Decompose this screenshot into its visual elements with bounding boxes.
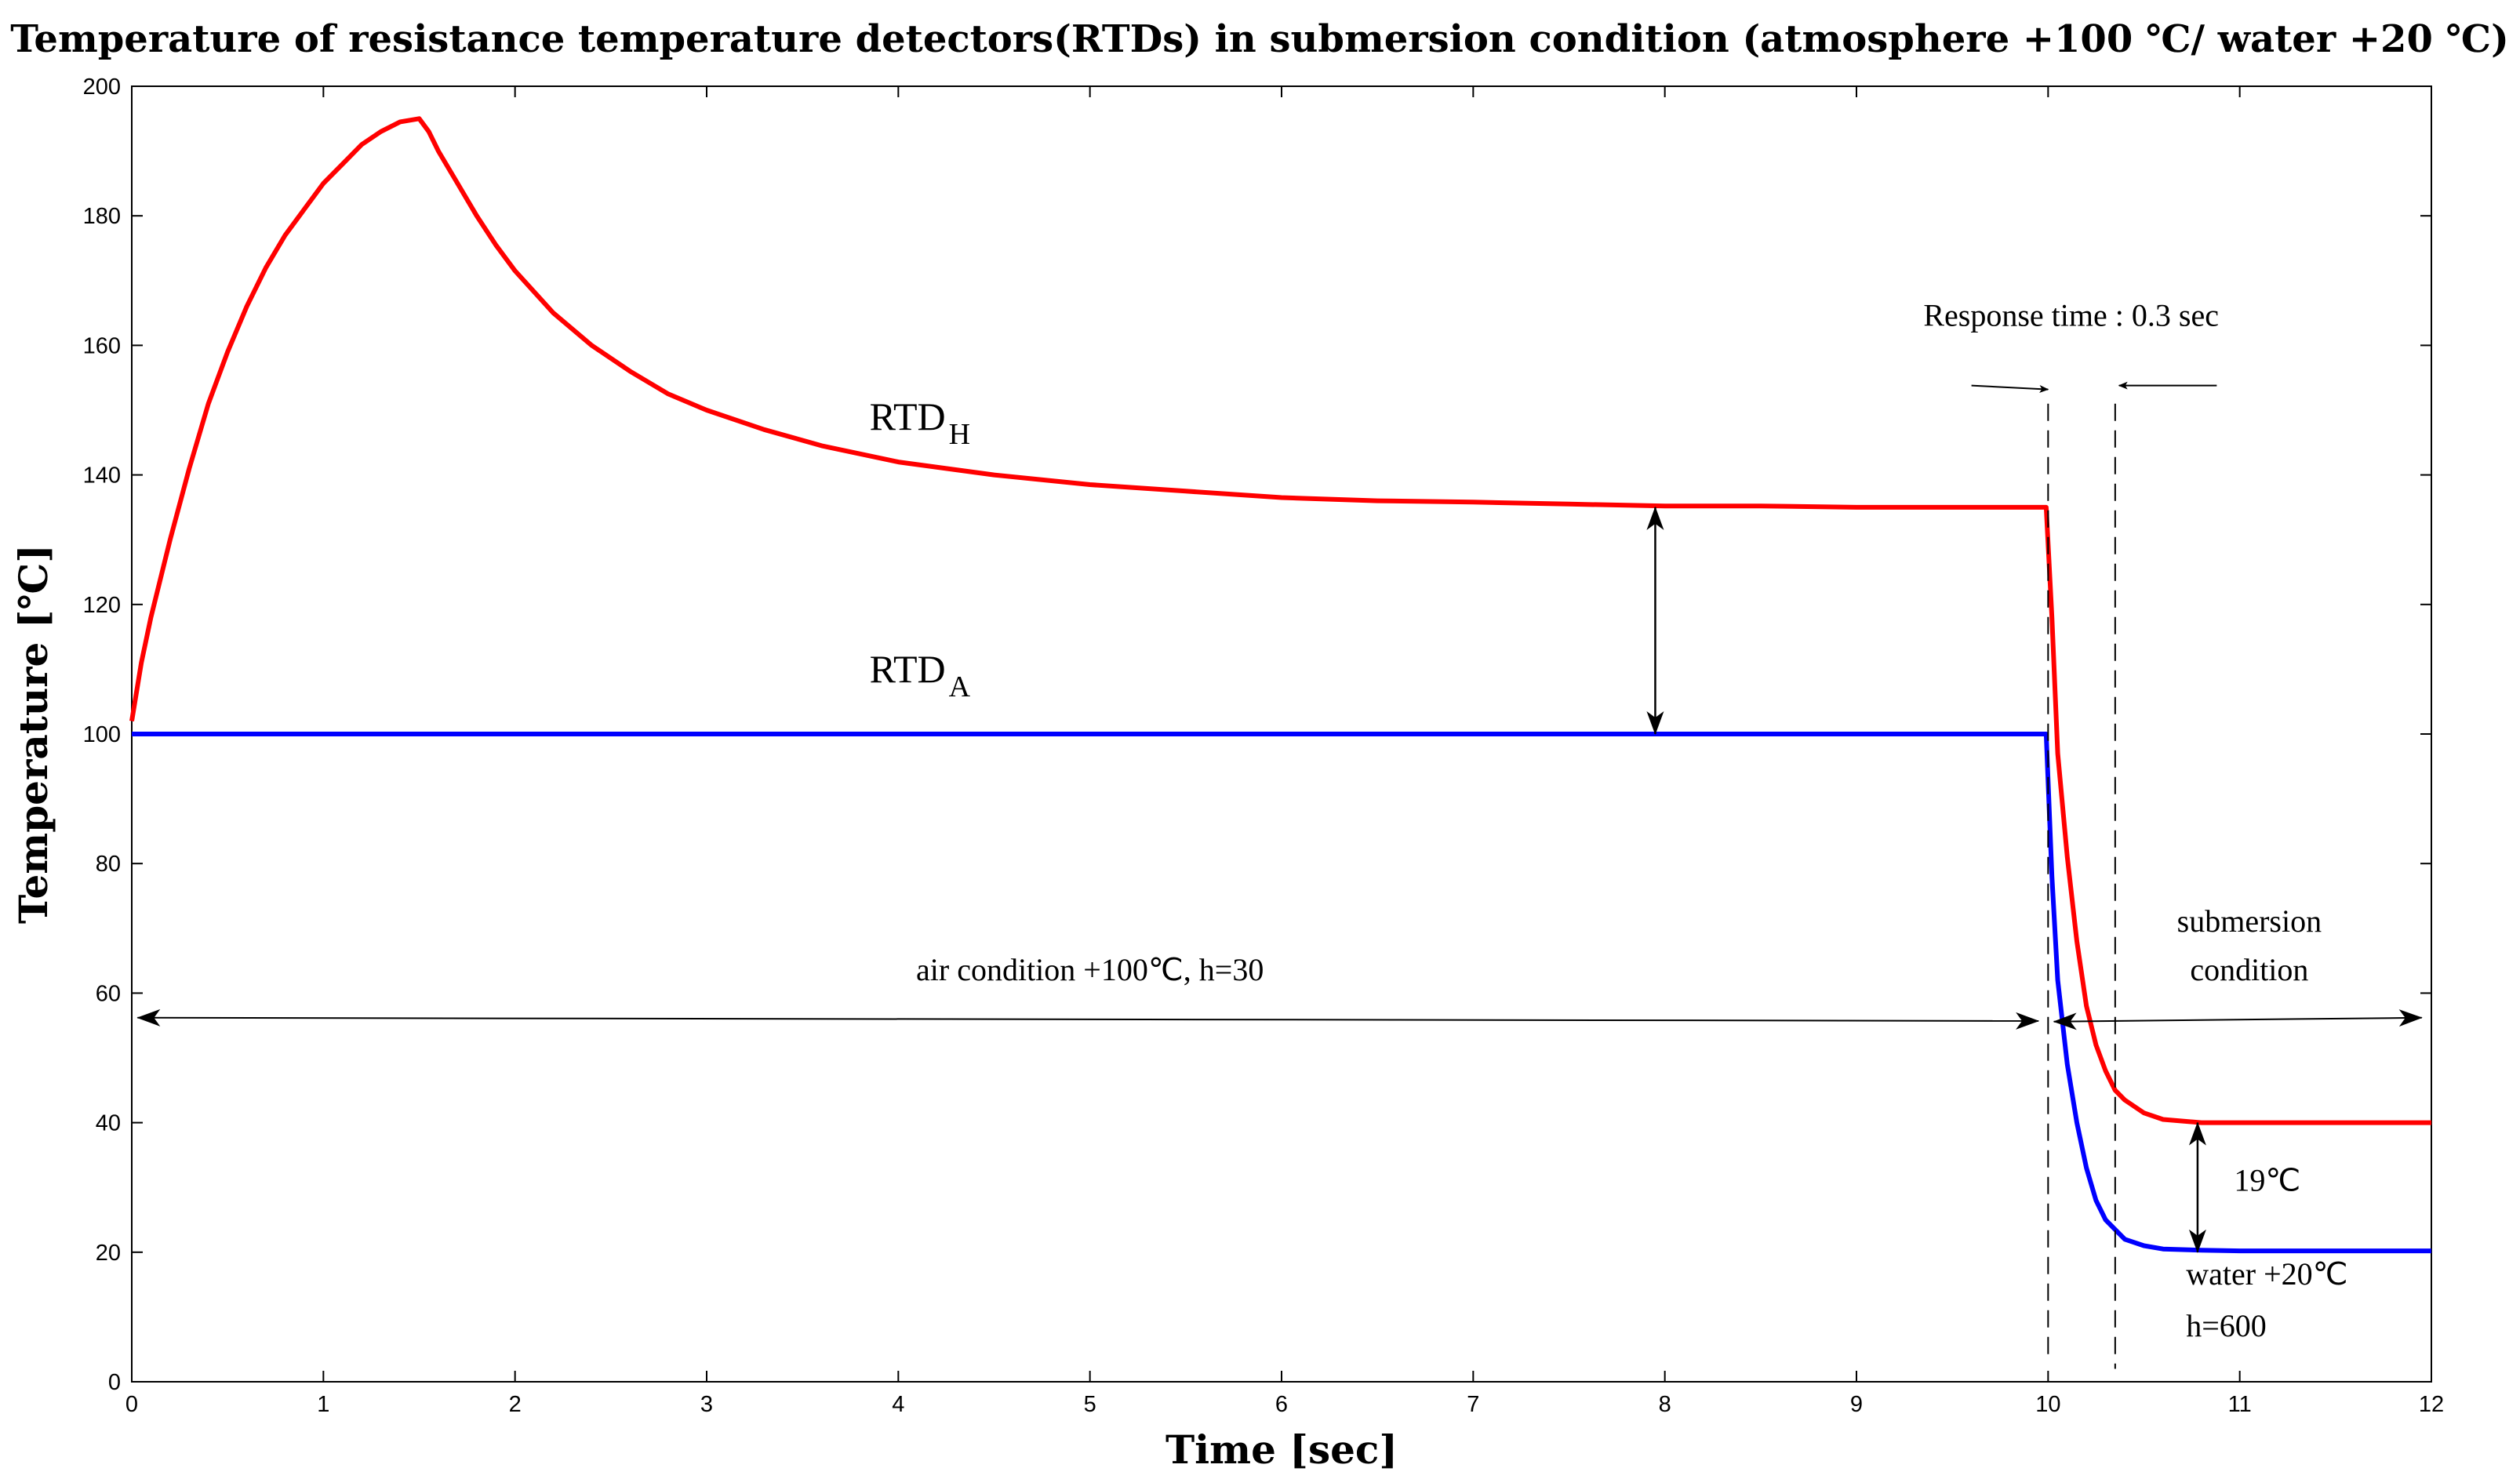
air-condition-label: air condition +100℃, h=30 — [916, 952, 1264, 987]
x-tick-label: 2 — [509, 1392, 522, 1417]
x-tick-label: 5 — [1084, 1392, 1096, 1417]
water-label-line2: h=600 — [2186, 1308, 2267, 1343]
y-axis: 0 20 40 60 80 100 120 140 160 180 200 — [83, 74, 2431, 1395]
x-tick-label: 8 — [1659, 1392, 1671, 1417]
y-tick-label: 20 — [96, 1241, 121, 1266]
submersion-condition-arrow — [2053, 1009, 2423, 1030]
submersion-label-line1: submersion — [2177, 903, 2322, 939]
x-tick-label: 1 — [317, 1392, 329, 1417]
chart-title: Temperature of resistance temperature de… — [10, 17, 2509, 61]
y-tick-label: 140 — [83, 463, 121, 489]
x-tick-label: 9 — [1850, 1392, 1863, 1417]
rtd-h-label: RTD H — [870, 394, 970, 451]
x-tick-label: 10 — [2035, 1392, 2060, 1417]
x-tick-label: 4 — [892, 1392, 904, 1417]
y-tick-label: 160 — [83, 333, 121, 358]
air-condition-arrow — [136, 1008, 2040, 1030]
y-tick-label: 60 — [96, 981, 121, 1006]
rtd-a-label-main: RTD — [870, 647, 946, 691]
rtd-a-label-sub: A — [949, 670, 971, 703]
rtd-a-label: RTD A — [870, 647, 971, 703]
x-tick-label: 0 — [125, 1392, 138, 1417]
y-tick-label: 80 — [96, 852, 121, 877]
response-time-label: Response time : 0.3 sec — [1923, 298, 2219, 333]
x-axis: 0 1 2 3 4 5 6 7 8 9 10 11 12 — [125, 86, 2444, 1417]
x-tick-label: 12 — [2419, 1392, 2444, 1417]
y-tick-label: 180 — [83, 204, 121, 229]
y-axis-title: Temperature [℃] — [10, 544, 56, 924]
y-tick-label: 40 — [96, 1111, 121, 1136]
x-tick-label: 6 — [1275, 1392, 1288, 1417]
x-axis-title: Time [sec] — [1165, 1426, 1398, 1473]
x-tick-label: 7 — [1467, 1392, 1479, 1417]
response-start-arrow — [1971, 384, 2049, 394]
rtd-h-label-main: RTD — [870, 394, 946, 438]
submersion-label-line2: condition — [2190, 952, 2308, 987]
series-line-rtd-h — [129, 116, 2431, 1125]
y-tick-label: 0 — [108, 1370, 121, 1395]
water-label-line1: water +20℃ — [2186, 1256, 2347, 1292]
y-tick-label: 200 — [83, 74, 121, 100]
y-tick-label: 120 — [83, 593, 121, 618]
series-line-rtd-a — [132, 732, 2431, 1254]
y-tick-label: 100 — [83, 722, 121, 747]
rtd-h-label-sub: H — [949, 418, 970, 451]
x-tick-label: 11 — [2228, 1392, 2252, 1417]
delta-temperature-label: 19℃ — [2234, 1162, 2300, 1197]
x-tick-label: 3 — [700, 1392, 713, 1417]
